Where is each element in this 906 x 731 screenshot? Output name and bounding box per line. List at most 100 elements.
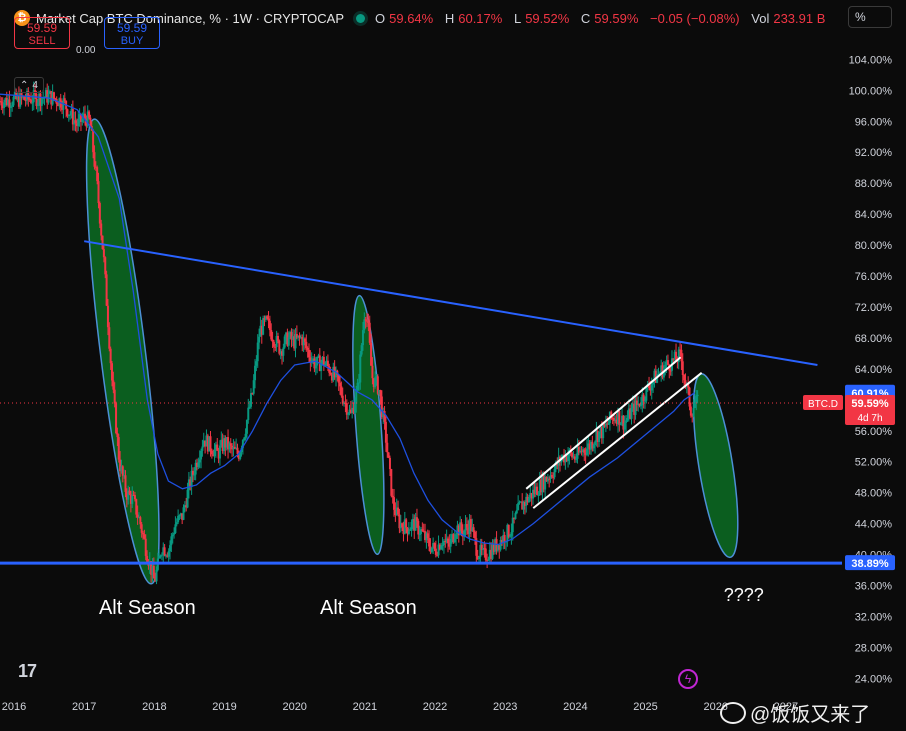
candle-body bbox=[270, 330, 273, 340]
candle-body bbox=[600, 427, 603, 439]
candle-body bbox=[36, 102, 39, 106]
candle-body bbox=[106, 305, 109, 328]
candle-body bbox=[345, 403, 348, 415]
candle-body bbox=[127, 490, 130, 500]
candle-body bbox=[581, 449, 584, 453]
candle-body bbox=[402, 527, 405, 534]
candle-body bbox=[171, 534, 174, 537]
candle-body bbox=[137, 517, 140, 519]
candle-body bbox=[194, 462, 197, 475]
y-tick-label: 80.00% bbox=[855, 240, 893, 252]
candle-body bbox=[413, 518, 416, 531]
candle-body bbox=[163, 547, 166, 556]
candle-body bbox=[681, 361, 684, 375]
candle-body bbox=[81, 118, 84, 122]
candle-body bbox=[135, 499, 138, 515]
candle-body bbox=[687, 383, 690, 388]
candle-body bbox=[692, 408, 695, 417]
buy-button[interactable]: 59.59 BUY bbox=[104, 17, 160, 49]
candle-body bbox=[684, 380, 687, 385]
candle-body bbox=[441, 545, 444, 547]
candle-body bbox=[231, 445, 234, 450]
candle-body bbox=[465, 524, 468, 528]
candle-body bbox=[308, 349, 311, 358]
market-status-icon[interactable] bbox=[356, 13, 365, 23]
candle-body bbox=[131, 494, 134, 504]
candle-body bbox=[339, 382, 342, 387]
candle-body bbox=[650, 384, 653, 391]
candle-body bbox=[387, 452, 390, 458]
candle-body bbox=[46, 90, 49, 103]
candle-body bbox=[530, 493, 533, 499]
indicator-toggle-button[interactable]: ⌃ 4 bbox=[14, 77, 44, 93]
scale-mode-button[interactable]: % bbox=[848, 6, 892, 28]
weibo-icon bbox=[720, 701, 746, 724]
candle-body bbox=[394, 509, 397, 516]
candle-body bbox=[128, 490, 131, 495]
sell-button[interactable]: 59.59 SELL bbox=[14, 17, 70, 49]
candle-body bbox=[71, 108, 74, 125]
x-tick-label: 2016 bbox=[2, 701, 26, 713]
y-tick-label: 96.00% bbox=[855, 116, 893, 128]
y-tick-label: 64.00% bbox=[855, 364, 893, 376]
candle-body bbox=[52, 92, 55, 99]
candle-body bbox=[630, 408, 633, 419]
candle-body bbox=[595, 431, 598, 442]
candle-body bbox=[337, 374, 340, 383]
symbol-title[interactable]: Market Cap BTC Dominance, % · 1W · CRYPT… bbox=[36, 10, 344, 26]
candle-body bbox=[549, 475, 552, 480]
candle-body bbox=[525, 496, 528, 506]
candle-body bbox=[577, 447, 580, 453]
candle-body bbox=[576, 447, 579, 459]
x-tick-label: 2022 bbox=[423, 701, 447, 713]
candle-body bbox=[272, 341, 275, 347]
candle-body bbox=[332, 366, 335, 381]
candle-body bbox=[347, 413, 350, 415]
candle-body bbox=[675, 351, 678, 361]
candle-body bbox=[386, 442, 389, 453]
candle-body bbox=[429, 546, 432, 552]
candle-body bbox=[287, 337, 290, 346]
candle-body bbox=[513, 517, 516, 519]
candle-body bbox=[502, 534, 505, 544]
candle-body bbox=[473, 532, 476, 539]
countdown-label: 4d 7h bbox=[857, 413, 882, 424]
candle-body bbox=[115, 403, 118, 434]
candle-body bbox=[498, 545, 501, 550]
candle-body bbox=[329, 372, 332, 375]
candle-body bbox=[21, 96, 24, 98]
candle-body bbox=[93, 152, 96, 167]
candle-body bbox=[305, 341, 308, 348]
candle-body bbox=[320, 362, 323, 372]
candle-body bbox=[110, 363, 113, 381]
candle-body bbox=[572, 456, 575, 458]
x-tick-label: 2027 bbox=[774, 701, 798, 713]
candle-body bbox=[448, 543, 451, 547]
candle-body bbox=[61, 107, 64, 110]
candle-body bbox=[162, 547, 165, 555]
candle-body bbox=[330, 374, 333, 381]
candle-body bbox=[325, 360, 328, 365]
candle-body bbox=[102, 249, 105, 258]
candle-body bbox=[255, 361, 258, 366]
ohlc-readout: O 59.64% H 60.17% L 59.52% C 59.59% −0.05 (−… bbox=[375, 10, 826, 26]
candle-body bbox=[109, 348, 112, 364]
candle-body bbox=[92, 130, 95, 153]
y-tick-label: 44.00% bbox=[855, 519, 893, 531]
descending-trendline bbox=[84, 240, 818, 366]
candle-body bbox=[585, 448, 588, 455]
candle-body bbox=[299, 337, 302, 339]
candle-body bbox=[453, 538, 456, 543]
tradingview-logo-icon[interactable]: 17 bbox=[18, 661, 37, 681]
candle-body bbox=[151, 565, 154, 575]
candle-body bbox=[669, 370, 672, 372]
lightning-icon[interactable]: ϟ bbox=[678, 669, 698, 689]
candle-body bbox=[522, 502, 525, 510]
candle-body bbox=[618, 411, 621, 425]
candle-body bbox=[617, 411, 620, 425]
candle-body bbox=[445, 538, 448, 542]
candle-body bbox=[44, 90, 47, 98]
candle-body bbox=[173, 533, 176, 535]
candle-body bbox=[664, 364, 667, 369]
